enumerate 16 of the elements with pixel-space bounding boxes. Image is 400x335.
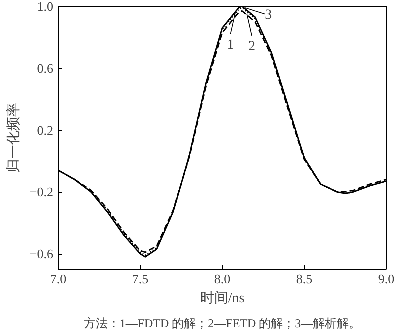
x-tick-label: 7.5: [132, 272, 149, 286]
y-axis-title: 归一化频率: [6, 103, 22, 173]
y-tick-label: 0.6: [37, 60, 54, 76]
y-tick-label: −0.2: [30, 184, 54, 200]
text: 方法：1—FDTD 的解；2—FETD 的解；3—解析解。: [84, 316, 362, 330]
x-axis-title: 时间/ns: [200, 290, 245, 306]
annotation: 2: [248, 40, 256, 55]
y-tick-label: −0.6: [30, 246, 54, 262]
x-tick-label: 8.0: [214, 272, 231, 286]
annotation: 3: [265, 8, 272, 24]
x-tick-label: 8.5: [296, 272, 313, 286]
y-tick-label: 1.0: [37, 0, 54, 14]
annotation: 1: [227, 38, 234, 53]
x-tick-label: 7.0: [50, 272, 67, 286]
y-tick-label: 0.2: [37, 122, 54, 138]
x-tick-label: 9.0: [378, 272, 395, 286]
